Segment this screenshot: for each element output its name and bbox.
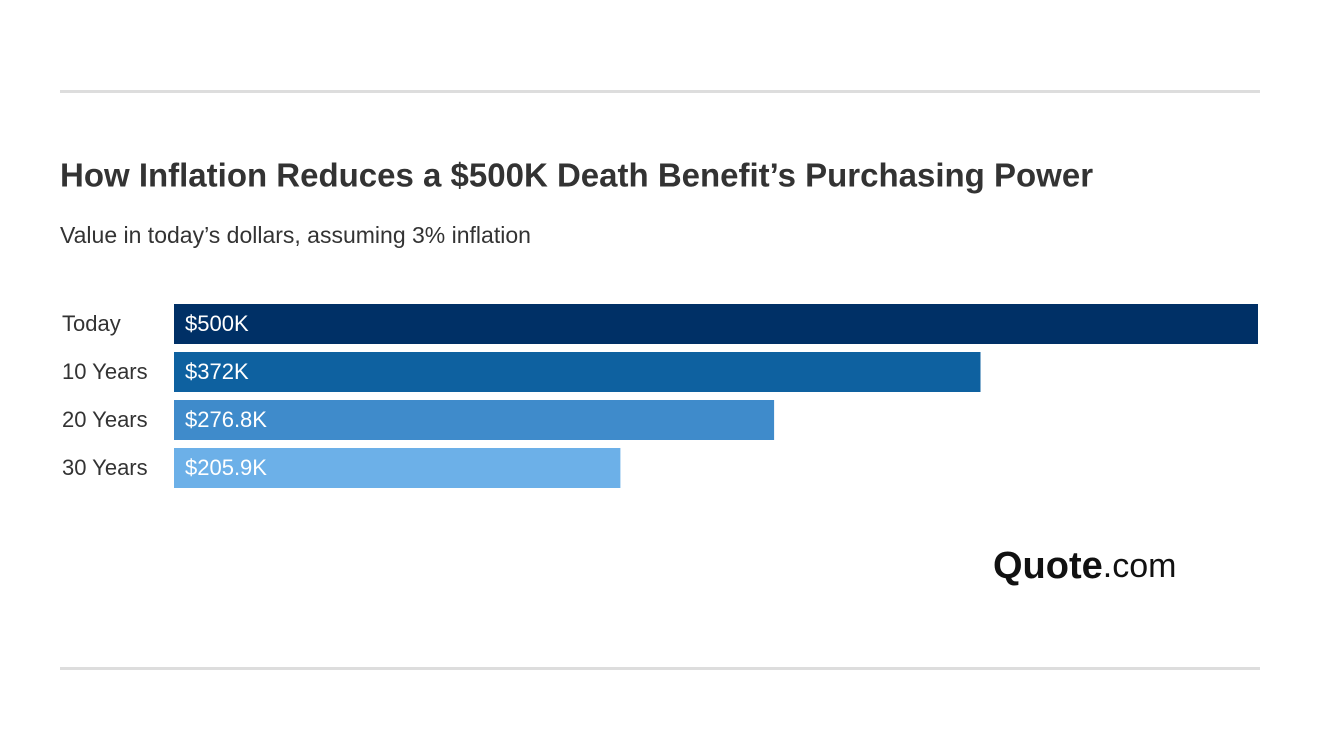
value-label: $276.8K (185, 407, 267, 432)
category-label: 10 Years (62, 359, 148, 384)
value-label: $372K (185, 359, 249, 384)
bar (174, 304, 1258, 344)
chart-subtitle: Value in today’s dollars, assuming 3% in… (60, 222, 531, 248)
bottom-rule (60, 667, 1260, 670)
brand-name: Quote (993, 545, 1103, 587)
category-label: 20 Years (62, 407, 148, 432)
top-rule (60, 90, 1260, 93)
chart-title: How Inflation Reduces a $500K Death Bene… (60, 157, 1093, 194)
value-label: $500K (185, 311, 249, 336)
brand-logo: Quote.com (993, 545, 1176, 587)
category-label: Today (62, 311, 121, 336)
bar (174, 352, 981, 392)
bar (174, 400, 775, 440)
brand-suffix: .com (1103, 547, 1177, 585)
category-label: 30 Years (62, 455, 148, 480)
value-label: $205.9K (185, 455, 267, 480)
bar (174, 448, 621, 488)
